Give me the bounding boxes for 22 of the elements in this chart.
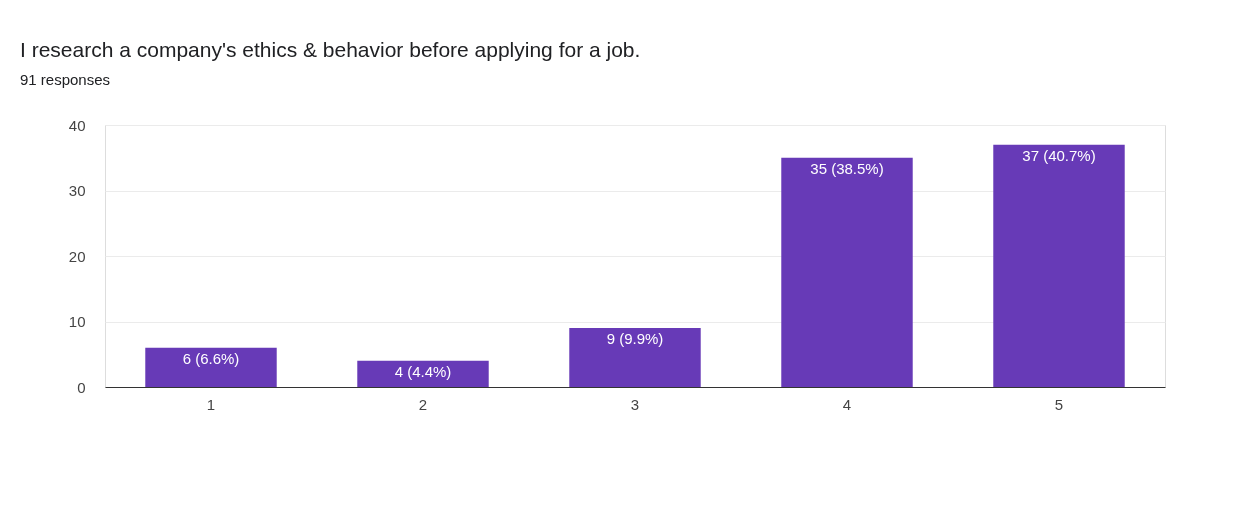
bar [993,144,1125,387]
y-tick-label: 40 [68,116,86,134]
data-label: 35 (38.5%) [810,159,884,177]
y-tick-label: 30 [68,182,86,199]
y-tick-label: 20 [68,247,86,265]
x-tick-label: 4 [842,395,852,413]
bar [145,347,277,387]
bar [357,360,489,387]
y-tick-label: 10 [68,313,86,330]
data-label: 37 (40.7%) [1022,146,1096,164]
x-tick-label: 2 [418,395,428,413]
bar [781,157,913,387]
x-tick-label: 3 [630,395,640,413]
data-label: 4 (4.4%) [394,362,452,380]
data-label: 6 (6.6%) [182,349,240,367]
bar [569,328,701,387]
x-tick-label: 1 [206,395,216,413]
data-label: 9 (9.9%) [606,330,664,348]
y-tick-label: 0 [77,378,86,396]
chart-title: I research a company's ethics & behavior before applying for a job. [20,38,641,61]
chart-subtitle: 91 responses [20,71,111,88]
x-tick-label: 5 [1054,395,1064,413]
